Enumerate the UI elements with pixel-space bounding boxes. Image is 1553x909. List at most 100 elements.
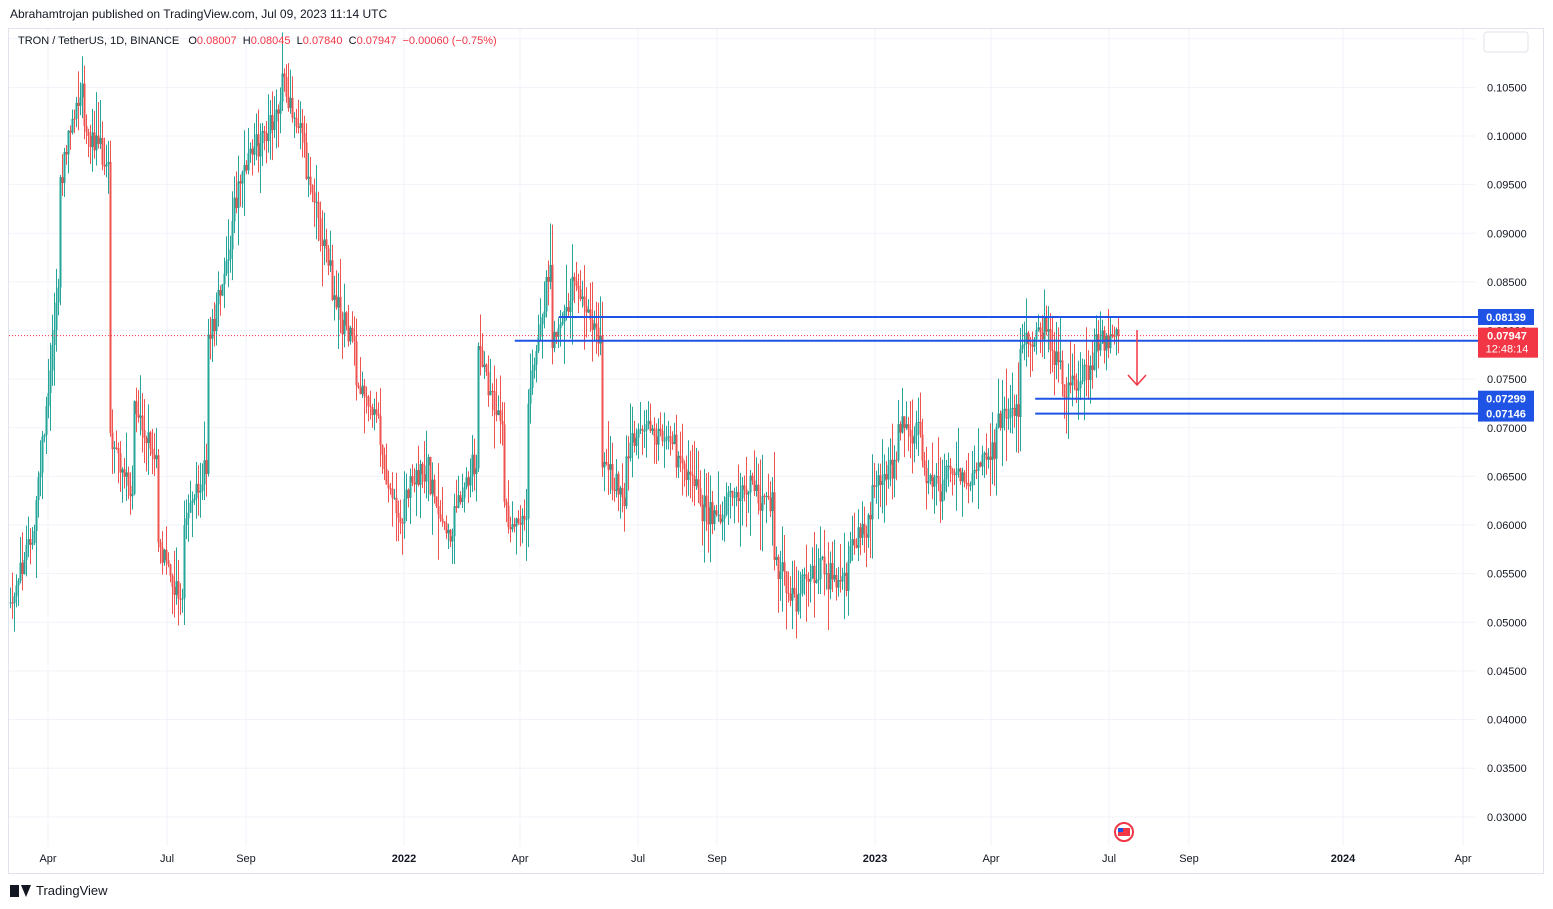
candle-body — [33, 530, 36, 544]
candle-body — [373, 409, 376, 416]
candle-body — [855, 544, 858, 548]
candle-body — [897, 424, 900, 461]
candle-body — [351, 327, 354, 336]
candle-body — [493, 391, 496, 411]
time-tick-label: Apr — [511, 853, 528, 865]
candle-body — [669, 436, 672, 443]
candle-body — [103, 164, 106, 167]
candle-body — [979, 462, 982, 467]
candle-body — [237, 181, 240, 209]
candle-body — [817, 579, 820, 581]
candle-body — [583, 296, 586, 306]
candle-body — [117, 447, 120, 454]
candle-body — [1059, 360, 1062, 363]
candle-body — [733, 497, 736, 499]
candle-body — [441, 518, 444, 522]
candle-body — [599, 335, 602, 344]
candle-body — [781, 562, 784, 572]
candle-body — [991, 442, 994, 460]
candle-body — [207, 334, 210, 474]
candle-body — [839, 580, 842, 582]
candle-body — [401, 522, 404, 524]
candle-body — [893, 459, 896, 479]
candle-body — [417, 469, 420, 485]
candle-body — [385, 469, 388, 485]
candle-body — [737, 491, 740, 502]
candle-body — [347, 325, 350, 342]
tag-label: 0.07146 — [1486, 409, 1526, 421]
candle-body — [507, 505, 510, 528]
candle-body — [677, 455, 680, 468]
candle-body — [195, 483, 198, 499]
price-tick-label: 0.04000 — [1487, 715, 1527, 727]
candle-body — [849, 545, 852, 562]
candle-body — [885, 474, 888, 480]
published-by-line: Abrahamtrojan published on TradingView.c… — [10, 7, 388, 21]
candle-body — [927, 481, 930, 484]
candle-body — [809, 578, 812, 582]
candle-body — [585, 305, 588, 313]
candle-body — [239, 181, 242, 184]
candle-body — [633, 433, 636, 446]
candle-body — [129, 485, 132, 497]
candle-body — [23, 559, 26, 575]
candle-body — [109, 161, 112, 433]
candle-body — [769, 497, 772, 512]
candle-body — [1093, 352, 1096, 370]
axis-settings-button[interactable] — [1483, 31, 1529, 53]
candle-body — [935, 475, 938, 478]
candle-body — [105, 164, 108, 167]
candle-body — [25, 544, 28, 560]
candle-body — [249, 148, 252, 154]
candle-body — [435, 496, 438, 507]
candle-body — [691, 474, 694, 476]
candle-body — [1067, 382, 1070, 400]
candle-body — [81, 83, 84, 98]
time-tick-label: Apr — [982, 853, 999, 865]
candle-body — [983, 452, 986, 455]
candle-body — [753, 480, 756, 491]
candle-body — [283, 73, 286, 78]
candle-body — [1101, 330, 1104, 344]
candle-body — [729, 490, 732, 493]
candle-body — [221, 284, 224, 296]
candle-body — [867, 514, 870, 538]
chart-frame — [8, 28, 1544, 874]
candle-body — [303, 133, 306, 143]
candle-body — [349, 327, 352, 342]
candle-body — [883, 474, 886, 481]
low-label: L — [296, 35, 303, 47]
candle-body — [251, 148, 254, 155]
candle-body — [549, 264, 552, 282]
candle-body — [709, 502, 712, 525]
candle-body — [309, 176, 312, 186]
time-tick-label: 2022 — [392, 853, 416, 865]
candle-body — [399, 517, 402, 523]
candle-body — [589, 309, 592, 320]
candle-body — [853, 539, 856, 545]
tradingview-footer[interactable]: TradingView — [10, 883, 108, 898]
candle-body — [211, 318, 214, 339]
candle-body — [225, 260, 228, 274]
candle-body — [467, 477, 470, 486]
candle-body — [1027, 332, 1030, 344]
candle-body — [93, 132, 96, 151]
candle-body — [673, 434, 676, 445]
candle-body — [1097, 334, 1100, 351]
candle-body — [137, 414, 140, 418]
candle-body — [361, 385, 364, 395]
candle-body — [337, 297, 340, 308]
candle-body — [91, 132, 94, 148]
candle-body — [1087, 365, 1090, 380]
candle-body — [325, 239, 328, 249]
candle-body — [285, 77, 288, 97]
candle-body — [535, 351, 538, 365]
candle-body — [131, 493, 134, 497]
high-value: 0.08045 — [250, 35, 291, 47]
candle-body — [791, 587, 794, 601]
candle-body — [477, 346, 480, 469]
candle-body — [835, 574, 838, 588]
candle-body — [837, 580, 840, 588]
candle-body — [457, 495, 460, 508]
